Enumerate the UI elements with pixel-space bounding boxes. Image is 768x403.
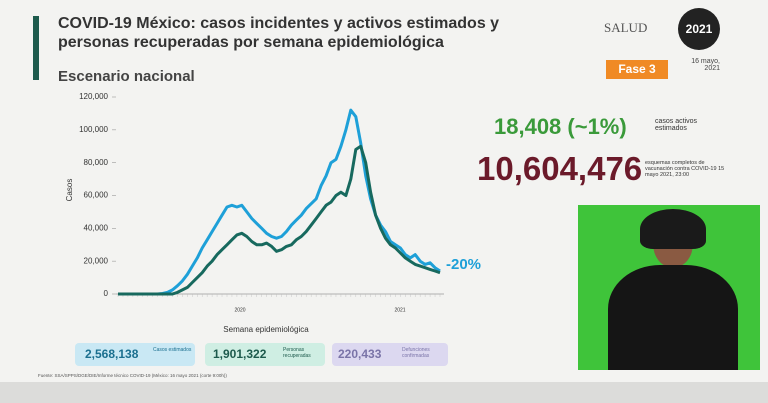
y-tick-label: 60,000 <box>84 191 109 200</box>
vaccinated-note: esquemas completos de vacunación contra … <box>645 160 725 178</box>
box-value: 220,433 <box>338 347 382 361</box>
series-line <box>118 108 441 296</box>
box-value: 1,901,322 <box>213 347 267 361</box>
x-axis-label: Semana epidemiológica <box>223 325 309 334</box>
annotation: -20% <box>446 256 481 273</box>
x-group-label: 2020 <box>234 307 245 313</box>
box-deaths: 220,433 Defunciones confirmadas <box>332 343 448 366</box>
vaccinated: 10,604,476 <box>477 150 643 187</box>
y-tick-label: 120,000 <box>79 92 108 101</box>
y-tick-label: 80,000 <box>84 158 109 167</box>
y-tick-label: 100,000 <box>79 125 108 134</box>
footer-band <box>0 382 768 403</box>
box-recovered: 1,901,322 Personas recuperadas <box>205 343 325 366</box>
chart: Casos Semana epidemiológica 0 20,000 40,00… <box>65 92 481 334</box>
phase: Fase 3 <box>606 60 668 79</box>
title: COVID-19 México: casos incidentes y acti… <box>58 15 500 51</box>
box-label: Defunciones confirmadas <box>402 347 430 359</box>
box-label: Casos estimados <box>153 347 192 353</box>
active-note: casos activos estimados <box>655 118 698 132</box>
y-axis-label: Casos <box>65 179 74 202</box>
x-group-label: 2021 <box>394 307 405 313</box>
subtitle: Escenario nacional <box>58 68 195 85</box>
logo-2021: 2021 <box>678 8 720 50</box>
y-tick-label: 0 <box>104 289 109 298</box>
interpreter-video <box>578 205 760 370</box>
y-tick-label: 20,000 <box>84 256 109 265</box>
series-line <box>118 144 441 296</box>
logo: SALUD <box>604 20 648 35</box>
body <box>608 265 738 370</box>
hair <box>640 209 706 249</box>
source: Fuente: SSA/SPPS/DGE/DIE/Informe técnico… <box>38 373 227 378</box>
active-cases: 18,408 (~1%) <box>494 114 627 139</box>
box-value: 2,568,138 <box>85 347 139 361</box>
box-estimated: 2,568,138 Casos estimados <box>75 343 195 366</box>
accent-bar <box>33 16 39 80</box>
y-tick-label: 40,000 <box>84 223 109 232</box>
date: 16 mayo, 2021 <box>691 58 720 72</box>
box-label: Personas recuperadas <box>283 347 311 359</box>
